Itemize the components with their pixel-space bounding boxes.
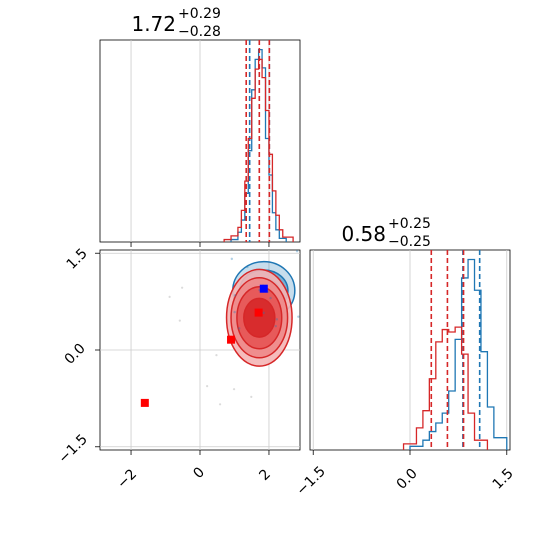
- sample-point: [262, 311, 265, 315]
- title-right-lower: −0.25: [388, 234, 431, 250]
- x-tick-label: −1.5: [293, 463, 328, 498]
- x-tick-label: 2: [256, 466, 274, 484]
- sample-point: [295, 250, 299, 253]
- sample-point: [233, 294, 237, 297]
- sample-point: [250, 395, 253, 398]
- y-tick-label: 0.0: [62, 341, 89, 368]
- x-tick-label: 0.0: [394, 466, 421, 493]
- sample-point: [275, 318, 279, 321]
- title-right-value: 0.58: [341, 222, 386, 246]
- histogram-series-1: [402, 326, 489, 450]
- red-marker: [254, 308, 263, 317]
- y-tick-label: 1.5: [64, 246, 91, 273]
- title-top-upper: +0.29: [178, 6, 221, 22]
- sample-point: [246, 265, 249, 269]
- sample-point: [238, 327, 241, 330]
- y-tick-label: −1.5: [55, 431, 90, 466]
- title-top-lower: −0.28: [178, 24, 221, 40]
- sample-point: [178, 319, 181, 322]
- x-tick-label: 1.5: [490, 466, 517, 493]
- sample-point: [230, 257, 234, 261]
- histogram-series-0: [409, 258, 508, 450]
- x-tick-label: 0: [190, 464, 208, 482]
- x-tick-label: −2: [114, 466, 140, 492]
- blue-marker: [259, 284, 268, 293]
- sample-point: [232, 388, 236, 391]
- histogram-series-1: [223, 58, 294, 242]
- sample-point: [233, 310, 236, 314]
- title-right-upper: +0.25: [388, 216, 431, 232]
- sample-point: [218, 403, 222, 406]
- red-marker: [140, 398, 149, 407]
- sample-point: [297, 315, 300, 318]
- sample-point: [215, 354, 218, 357]
- sample-point: [269, 296, 272, 300]
- red-marker: [227, 335, 236, 344]
- panel-bottom-right: [312, 250, 508, 455]
- title-top-value: 1.72: [131, 12, 176, 36]
- panel-bottom-left: [95, 250, 300, 455]
- sample-point: [274, 324, 277, 328]
- sample-point: [181, 286, 184, 289]
- panel-top-left: [130, 40, 294, 247]
- sample-point: [168, 295, 171, 299]
- red-contour: [243, 297, 276, 338]
- sample-point: [206, 385, 209, 388]
